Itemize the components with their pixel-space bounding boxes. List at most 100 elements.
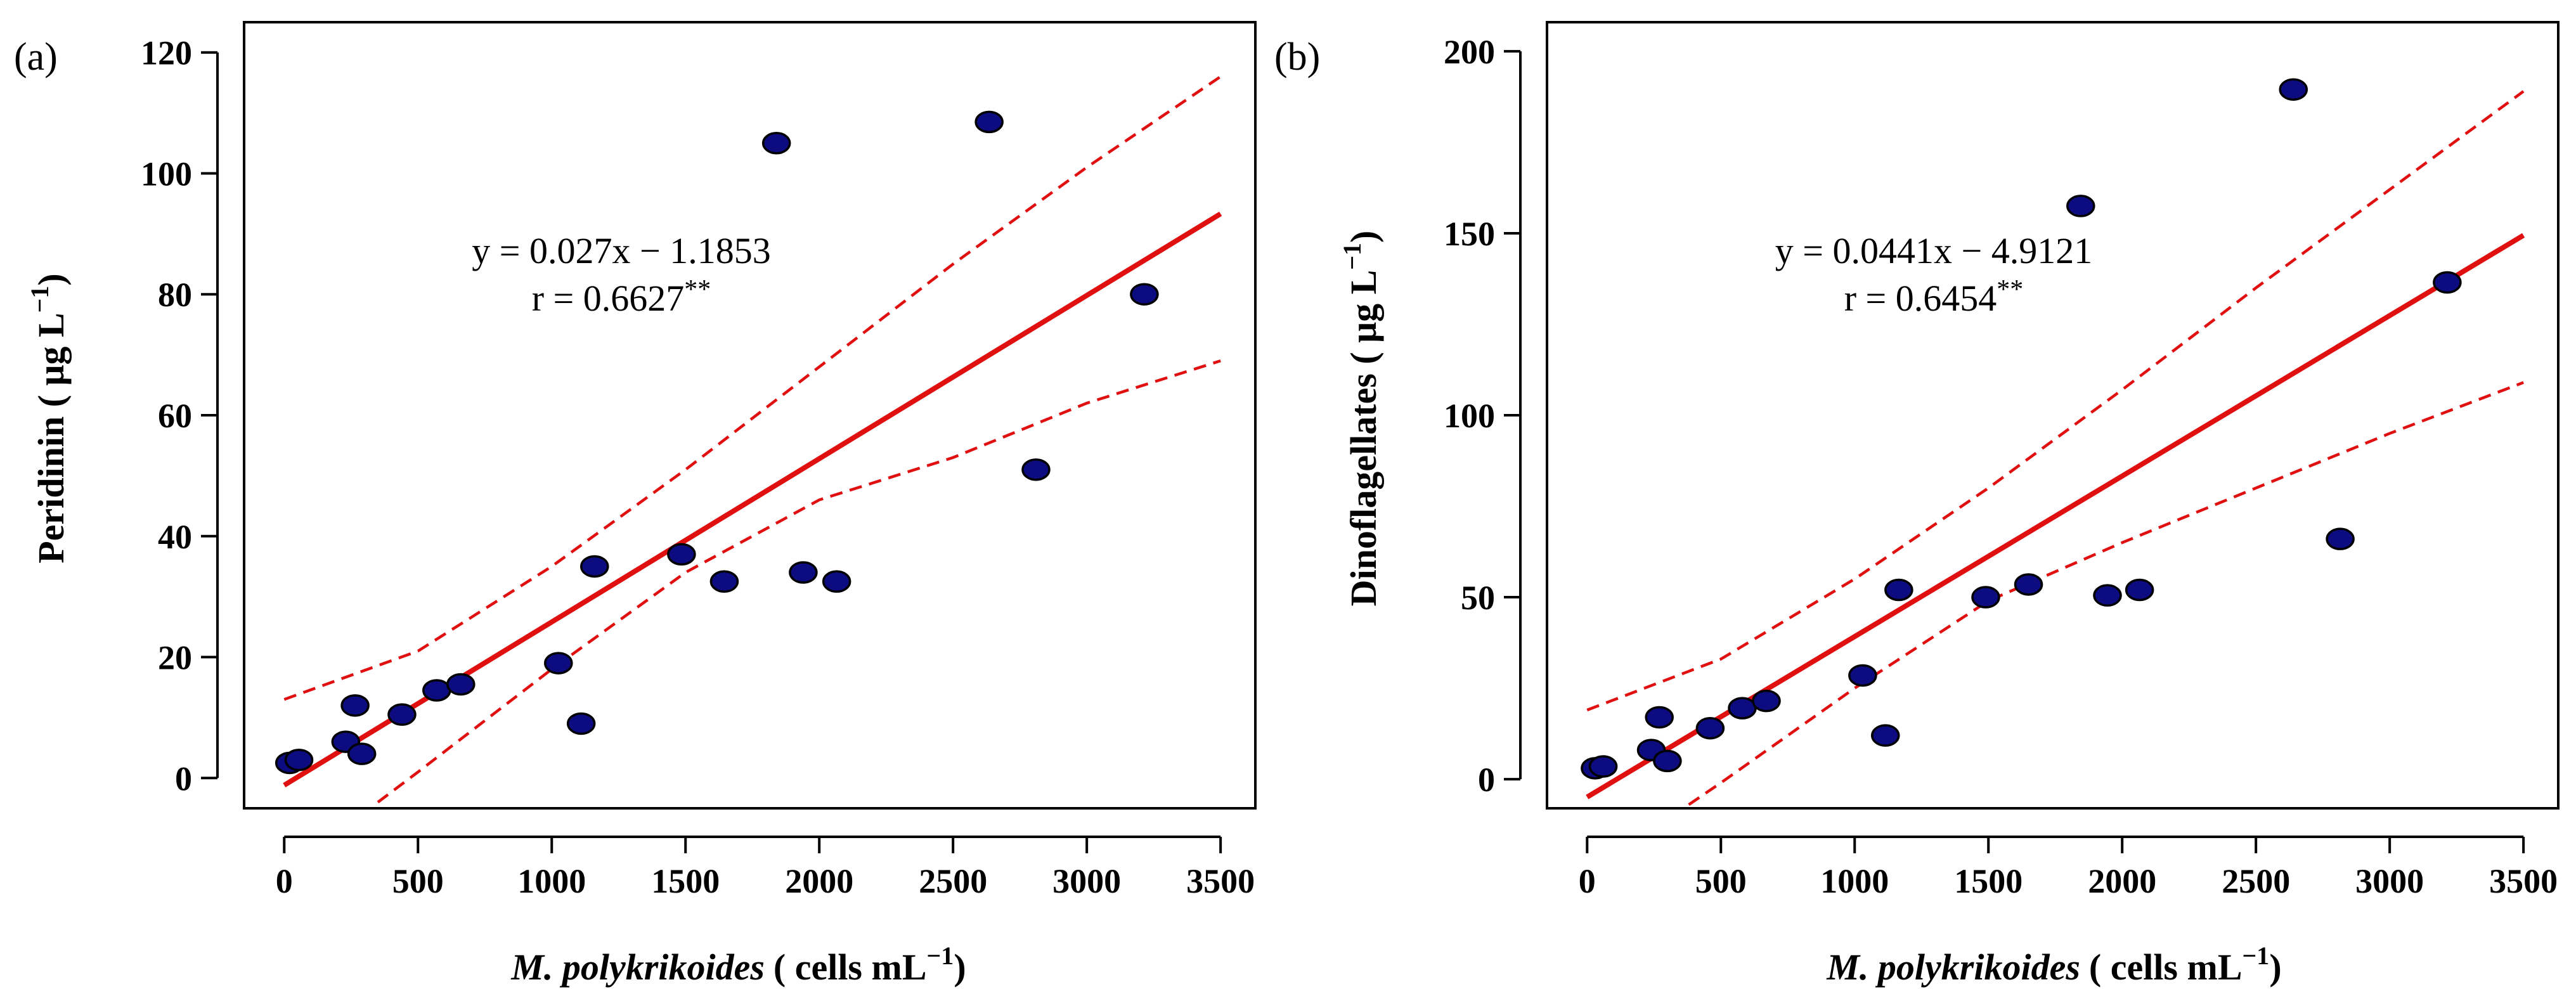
panel-b-data-point (1653, 749, 1682, 773)
panel-a-regression-line (283, 211, 1222, 788)
panel-b-r-text: r = 0.6454 (1844, 278, 1997, 319)
panel-b-x-tick-label: 500 (1695, 862, 1747, 900)
panel-b-xlabel-sup: −1 (2243, 941, 2270, 970)
panel-b-data-point (2326, 527, 2355, 550)
panel-b-data-point (2014, 573, 2043, 596)
panel-b-dinoflagellates: (b) 0 500 1000 1500 2000 2500 3000 3500 0 50 100 1… (1274, 21, 2560, 988)
panel-b-y-tick-label: 0 (1478, 761, 1495, 799)
panel-b-x-tick-label: 3500 (2489, 862, 2558, 900)
panel-a-xlabel-unit: ( cells mL (773, 946, 927, 988)
panel-a-data-point (789, 561, 818, 584)
panel-b-x-tick-label: 1000 (1820, 862, 1889, 900)
panel-a-ylabel-sup: −1 (25, 286, 54, 313)
panel-a-lower-confidence-band (377, 359, 1221, 804)
panel-a-x-tick-label: 1000 (517, 862, 586, 900)
panel-b-lower-confidence-band (1688, 381, 2524, 806)
panel-b-data-point (2433, 271, 2462, 294)
panel-a-plot-frame (243, 21, 1257, 810)
panel-b-ylabel-sup: −1 (1338, 243, 1366, 270)
panel-a-equation: y = 0.027x − 1.1853 (472, 230, 770, 271)
panel-a-data-point (580, 555, 609, 578)
panel-a-peridinin: (a) 0 500 1000 1500 2000 2500 3000 3500 0 20 40 60… (14, 21, 1257, 988)
panel-a-data-point (387, 703, 417, 726)
panel-a-x-tick-label: 3000 (1052, 862, 1121, 900)
panel-b-data-point (2093, 584, 2122, 607)
panel-b-data-point (1728, 697, 1757, 720)
panel-a-data-point (1130, 283, 1159, 306)
panel-a-x-tick-label: 2500 (919, 862, 987, 900)
panel-a-ylabel-main: Peridinin ( μg L (30, 313, 72, 563)
panel-b-data-point (1588, 755, 1618, 778)
panel-b-x-tick-label: 0 (1579, 862, 1596, 900)
panel-a-x-axis-title: M. polykrikoides( cells mL−1) (510, 941, 966, 988)
panel-b-x-tick-label: 3000 (2355, 862, 2424, 900)
panel-a-y-tick-label: 20 (158, 639, 192, 677)
panel-b-data-point (1871, 724, 1900, 747)
panel-a-xlabel-italic: M. polykrikoides (510, 946, 765, 988)
panel-a-data-point (446, 673, 476, 696)
panel-a-y-tick-label: 80 (158, 276, 192, 314)
panel-b-data-point (1884, 578, 1913, 602)
panel-b-regression-line (1586, 233, 2525, 799)
panel-b-xlabel-close: ) (2269, 946, 2281, 988)
panel-a-r-value: r = 0.6627** (532, 275, 711, 319)
panel-b-y-tick-label: 150 (1444, 215, 1495, 253)
panel-a-r-stars: ** (684, 275, 711, 304)
panel-a-data-point (974, 110, 1004, 134)
panel-b-ylabel-main: Dinoflagellates ( μg L (1343, 270, 1384, 607)
panel-a-xlabel-close: ) (954, 946, 966, 988)
panel-a-x-tick-label: 0 (276, 862, 293, 900)
panel-a-data-point (667, 543, 696, 566)
panel-a-data-point (566, 712, 596, 735)
panel-b-points (1581, 78, 2462, 780)
panel-b-label: (b) (1274, 36, 1320, 79)
panel-b-y-tick-label: 200 (1444, 33, 1495, 71)
panel-a-y-axis-title: Peridinin ( μg L−1) (25, 273, 72, 564)
panel-b-data-point (2125, 578, 2154, 602)
panel-a-fit-layer (283, 211, 1222, 788)
panel-b-confidence-bands (1586, 90, 2525, 806)
panel-a-x-tick-label: 1500 (651, 862, 720, 900)
panel-a-data-point (422, 679, 451, 702)
panel-b-x-tick-label: 2000 (2088, 862, 2156, 900)
panel-a-confidence-bands (283, 75, 1222, 804)
panel-b-data-point (1695, 716, 1725, 740)
panel-a-label: (a) (14, 36, 58, 79)
panel-a-data-point (340, 694, 370, 717)
panel-a-data-point (544, 652, 573, 675)
panel-b-data-point (2066, 195, 2095, 217)
panel-b-data-point (1848, 664, 1877, 687)
panel-a-x-tick-label: 3500 (1186, 862, 1255, 900)
panel-b-equation: y = 0.0441x − 4.9121 (1775, 230, 2092, 271)
panel-a-data-point (284, 748, 314, 772)
panel-a-y-tick-label: 60 (158, 397, 192, 435)
panel-a-data-point (1021, 458, 1051, 481)
panel-b-data-point (1645, 706, 1674, 729)
panel-a-y-tick-label: 40 (158, 518, 192, 556)
panel-a-x-tick-label: 2000 (785, 862, 853, 900)
panel-a-data-point (822, 570, 851, 593)
panel-b-data-point (2279, 78, 2308, 101)
panel-a-y-tick-label: 100 (141, 155, 192, 193)
panel-b-x-tick-label: 1500 (1954, 862, 2023, 900)
panel-b-r-stars: ** (1997, 275, 2023, 304)
panel-a-y-tick-label: 0 (175, 759, 192, 798)
panel-a-y-axis: 0 20 40 60 80 100 120 (141, 34, 219, 798)
panel-a-data-point (761, 132, 791, 155)
panel-a-xlabel-sup: −1 (927, 941, 954, 970)
panel-b-ylabel-close: ) (1343, 231, 1384, 243)
panel-b-x-axis: 0 500 1000 1500 2000 2500 3000 3500 (1579, 836, 2558, 900)
panel-a-x-tick-label: 500 (392, 862, 444, 900)
panel-a-data-point (709, 570, 739, 593)
panel-a-r-text: r = 0.6627 (532, 278, 685, 319)
panel-b-y-axis: 0 50 100 150 200 (1444, 33, 1522, 799)
panel-b-y-tick-label: 50 (1461, 579, 1495, 617)
panel-b-data-point (1971, 586, 2000, 609)
panel-a-points (275, 110, 1159, 775)
panel-b-x-tick-label: 2500 (2222, 862, 2290, 900)
panel-a-y-tick-label: 120 (141, 34, 192, 72)
panel-a-x-axis: 0 500 1000 1500 2000 2500 3000 3500 (276, 836, 1255, 900)
panel-a-data-point (347, 742, 377, 765)
panel-a-upper-confidence-band (283, 75, 1222, 701)
